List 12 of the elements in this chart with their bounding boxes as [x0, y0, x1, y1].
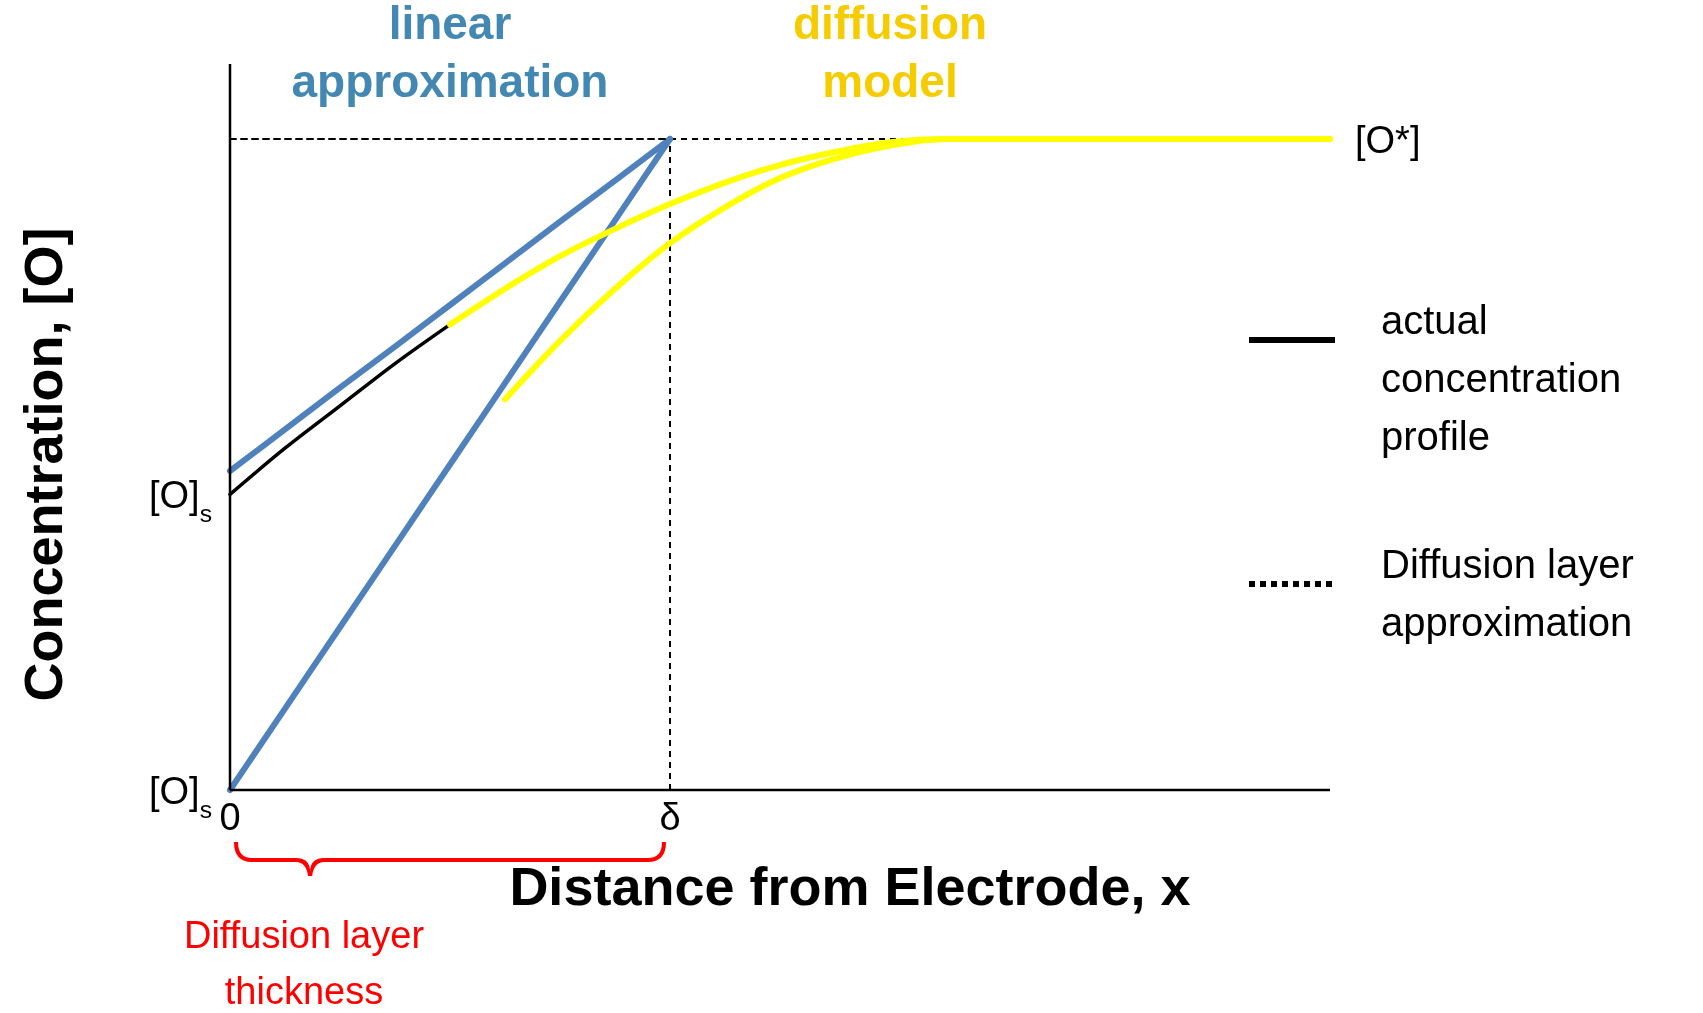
- series-label: diffusion model: [792, 0, 988, 107]
- x-axis-title: Distance from Electrode, x: [509, 856, 1191, 916]
- x-tick-label: 0: [219, 796, 241, 838]
- ref-line-label: [O*]: [1355, 119, 1421, 161]
- y-axis-title: Concentration, [O]: [13, 227, 73, 702]
- series-label: linear approximation: [291, 0, 609, 107]
- x-tick-label: δ: [659, 796, 681, 838]
- legend-label: Diffusion layer approximation: [1381, 542, 1634, 644]
- text: Diffusion layer thickness: [183, 914, 425, 1012]
- annotation: [O]$_{s}$: [148, 770, 212, 823]
- legend-label: actual concentration profile: [1381, 298, 1622, 458]
- annotation: [O]$_{s}$: [148, 474, 212, 527]
